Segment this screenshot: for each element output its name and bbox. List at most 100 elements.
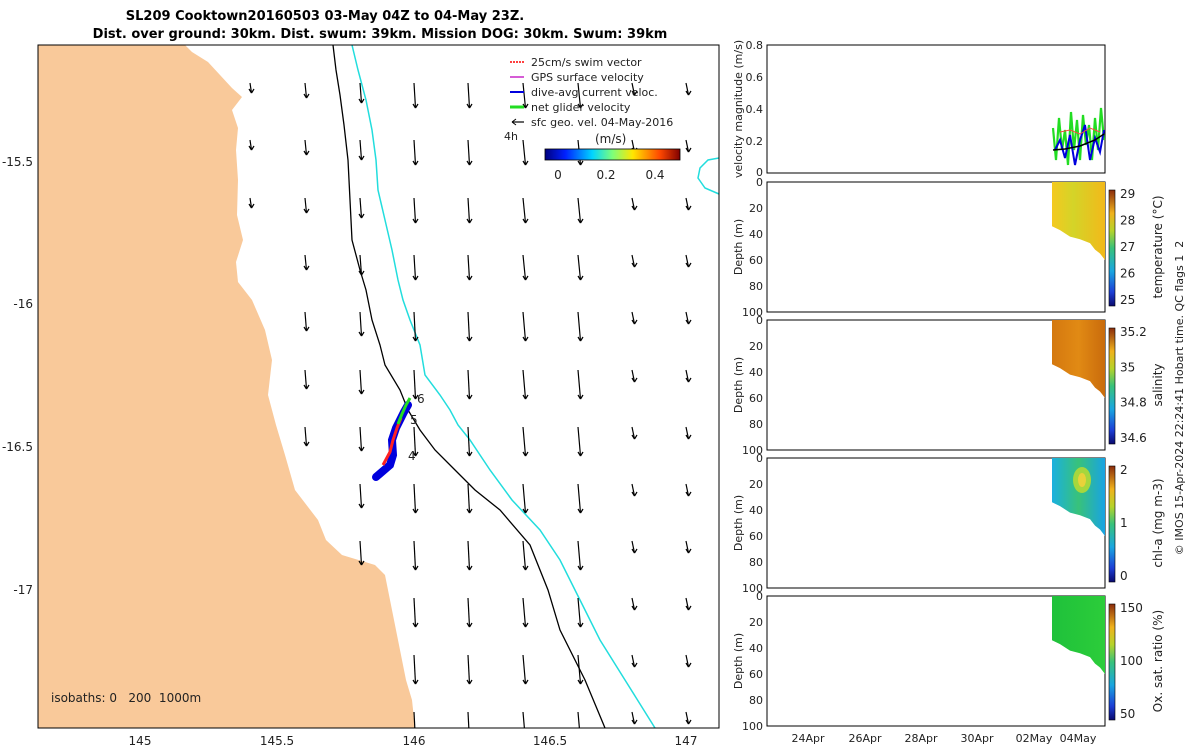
time-xtick: 24Apr <box>791 732 825 745</box>
surface-vector <box>685 139 690 153</box>
legend-swim-vector: 25cm/s swim vector <box>531 56 642 69</box>
legend-sfc-geo: sfc geo. vel. 04-May-2016 <box>531 116 673 129</box>
surface-vector-head <box>578 737 583 741</box>
colorbar-tick: 35 <box>1120 360 1135 374</box>
surface-vector <box>359 82 363 104</box>
colorbar-tick: 28 <box>1120 214 1135 228</box>
map-x-ticks: 145 145.5 146 146.5 147 <box>129 734 698 748</box>
surface-vector <box>685 369 690 383</box>
surface-vector-head <box>358 155 365 161</box>
surface-vector <box>685 82 690 96</box>
surface-vector-head <box>522 451 529 457</box>
surface-vector-head <box>631 377 638 383</box>
surface-vector-head <box>631 491 638 497</box>
land-mass <box>38 45 415 728</box>
map-ytick: -15.5 <box>2 155 33 169</box>
surface-vector <box>522 597 527 628</box>
surface-vector <box>359 254 363 276</box>
duration-label: 4h <box>504 130 518 143</box>
swim-vector-track <box>381 417 403 466</box>
map-xtick: 145.5 <box>260 734 294 748</box>
map-ytick: -16 <box>13 297 33 311</box>
map-xtick: 146.5 <box>533 734 567 748</box>
surface-vector-head <box>412 103 419 109</box>
depth-ytick: 60 <box>749 668 763 681</box>
colorbar-tick: 150 <box>1120 601 1143 615</box>
isobath-200m <box>332 45 606 728</box>
depth-ytick: 100 <box>742 582 763 595</box>
surface-vector-head <box>358 98 365 104</box>
surface-vector <box>467 139 471 166</box>
surface-vector-head <box>303 208 310 214</box>
surface-vector <box>522 254 527 281</box>
colorbar-tick-0: 0 <box>554 168 562 182</box>
isobaths-label: isobaths: 0 200 1000m <box>51 691 201 705</box>
depth-ytick: 100 <box>742 720 763 733</box>
surface-vector <box>359 369 363 395</box>
surface-vector <box>467 597 471 628</box>
surface-vector-head <box>522 218 529 224</box>
surface-vector <box>631 82 636 96</box>
surface-vector-head <box>467 737 472 741</box>
surface-vector-head <box>522 103 529 109</box>
surface-vector <box>467 540 471 571</box>
surface-vector <box>413 139 417 166</box>
surface-vector-head <box>412 160 419 166</box>
colorbar-tick: 2 <box>1120 463 1128 477</box>
surface-vector <box>304 254 308 271</box>
surface-vector-head <box>631 662 638 668</box>
surface-vector-head <box>522 394 529 400</box>
surface-vector <box>685 711 690 725</box>
surface-vector-head <box>631 434 638 440</box>
surface-vector <box>304 82 308 99</box>
surface-vector <box>631 311 636 325</box>
surface-vector <box>359 311 363 337</box>
surface-vector-head <box>631 205 638 211</box>
glider-track <box>372 397 412 481</box>
vel-ytick: 0.8 <box>746 39 764 52</box>
surface-vector-head <box>303 93 310 99</box>
map-ytick: -17 <box>13 583 33 597</box>
vel-ylabel: velocity magnitude (m/s) <box>732 40 745 178</box>
surface-vector <box>577 197 582 224</box>
surface-vector <box>577 82 582 109</box>
surface-vector <box>359 426 363 452</box>
surface-vector <box>577 369 582 400</box>
depth-panel-frame <box>766 457 1106 589</box>
time-xtick: 30Apr <box>960 732 994 745</box>
surface-vector <box>631 426 636 440</box>
surface-vector-head <box>358 560 365 566</box>
depth-section-data <box>1052 596 1105 674</box>
colorbar-tick: 25 <box>1120 293 1135 307</box>
depth-section-data <box>1052 458 1105 536</box>
surface-vector-head <box>685 719 692 725</box>
surface-vector <box>413 540 417 571</box>
surface-vector <box>413 711 416 728</box>
surface-vector-head <box>523 737 528 741</box>
depth-panel-4: 0 20 40 60 80 100 Depth (m) 150 100 50 Ox. sat. ra… <box>732 590 1165 733</box>
surface-vector-head <box>631 719 638 725</box>
surface-vector <box>631 197 636 211</box>
surface-vector <box>631 711 636 725</box>
surface-vector <box>304 426 308 447</box>
colorbar-tick-1: 0.2 <box>596 168 615 182</box>
surface-vector <box>685 597 690 611</box>
surface-vector-head <box>412 336 419 342</box>
surface-vector <box>577 426 582 457</box>
surface-vector <box>413 597 417 628</box>
surface-vector <box>631 254 636 268</box>
depth-ylabel: Depth (m) <box>732 357 745 413</box>
depth-ytick: 100 <box>742 306 763 319</box>
surface-vector <box>249 82 253 94</box>
surface-vector-head <box>466 160 473 166</box>
surface-vector <box>522 654 527 685</box>
surface-vector <box>522 139 527 166</box>
surface-vector <box>467 654 471 685</box>
surface-vector <box>685 197 690 211</box>
surface-vector-head <box>466 508 473 514</box>
surface-vector-head <box>358 331 365 337</box>
legend-gps-velocity: GPS surface velocity <box>531 71 644 84</box>
surface-vector-head <box>522 508 529 514</box>
surface-vector-head <box>685 434 692 440</box>
